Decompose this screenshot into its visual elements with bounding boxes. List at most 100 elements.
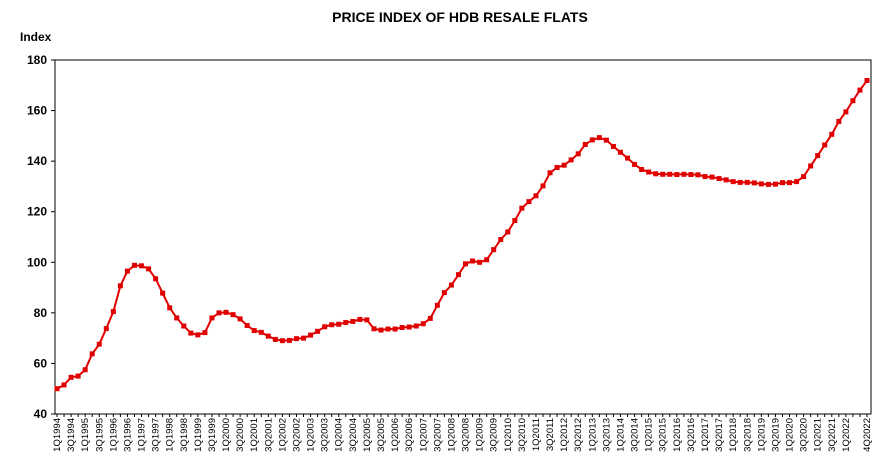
marker (329, 322, 335, 328)
marker (89, 351, 95, 357)
x-tick-label: 1Q1999 (193, 418, 204, 452)
x-tick-label: 3Q2011 (545, 418, 556, 451)
marker (617, 149, 623, 155)
x-tick-label: 1Q2005 (362, 418, 373, 452)
marker (695, 172, 701, 178)
x-tick-label: 1Q2013 (587, 418, 598, 452)
marker (251, 328, 257, 334)
x-tick-label: 3Q2008 (461, 418, 472, 452)
marker (772, 181, 778, 187)
y-axis-label: Index (20, 30, 52, 44)
marker (124, 268, 130, 274)
x-tick-label: 3Q2000 (235, 418, 246, 452)
marker (364, 317, 370, 323)
marker (258, 329, 264, 335)
x-tick-label: 3Q2020 (799, 418, 810, 452)
marker (110, 309, 116, 315)
marker (625, 155, 631, 161)
marker (744, 179, 750, 185)
x-tick-label: 1Q1996 (108, 418, 119, 452)
marker (498, 237, 504, 243)
marker (61, 382, 67, 388)
marker (202, 330, 208, 336)
marker (519, 205, 525, 211)
marker (103, 326, 109, 332)
chart-title: PRICE INDEX OF HDB RESALE FLATS (332, 9, 588, 25)
x-tick-label: 1Q2022 (841, 418, 852, 452)
marker (787, 180, 793, 186)
marker (392, 326, 398, 332)
marker (188, 330, 194, 336)
marker (491, 247, 497, 253)
marker (526, 199, 532, 205)
marker (709, 174, 715, 180)
x-tick-label: 1Q2009 (475, 418, 486, 452)
marker (533, 193, 539, 199)
x-tick-label: 3Q2002 (291, 418, 302, 452)
x-tick-label: 3Q2013 (601, 418, 612, 452)
marker (610, 143, 616, 149)
y-tick-label: 120 (27, 205, 47, 219)
marker (836, 118, 842, 124)
marker (702, 174, 708, 180)
marker (829, 131, 835, 137)
marker (568, 157, 574, 163)
x-tick-label: 1Q2006 (390, 418, 401, 452)
marker (371, 326, 377, 332)
marker (646, 169, 652, 175)
marker (667, 171, 673, 177)
marker (160, 290, 166, 296)
x-tick-label: 1Q1998 (165, 418, 176, 452)
marker (765, 181, 771, 187)
x-tick-label: 3Q2021 (827, 418, 838, 452)
marker (378, 327, 384, 333)
x-tick-label: 3Q2005 (376, 418, 387, 452)
x-tick-label: 1Q1994 (52, 418, 63, 452)
x-tick-label: 3Q1996 (122, 418, 133, 452)
marker (779, 180, 785, 186)
marker (653, 171, 659, 177)
x-tick-label: 3Q2007 (432, 418, 443, 452)
marker (540, 183, 546, 189)
marker (688, 172, 694, 178)
x-tick-label: 3Q2012 (573, 418, 584, 452)
marker (794, 179, 800, 185)
marker (399, 325, 405, 331)
marker (427, 315, 433, 321)
x-tick-label: 3Q2004 (348, 418, 359, 452)
marker (286, 337, 292, 343)
marker (195, 332, 201, 338)
marker (54, 386, 60, 392)
x-tick-label: 3Q1997 (151, 418, 162, 452)
x-tick-label: 1Q2003 (306, 418, 317, 452)
x-tick-label: 3Q2015 (658, 418, 669, 452)
marker (153, 276, 159, 282)
marker (237, 316, 243, 322)
marker (230, 312, 236, 318)
marker (385, 326, 391, 332)
marker (554, 164, 560, 170)
x-tick-label: 1Q2021 (813, 418, 824, 452)
marker (279, 338, 285, 344)
marker (293, 336, 299, 342)
marker (117, 283, 123, 289)
marker (596, 135, 602, 141)
x-tick-label: 3Q1999 (207, 418, 218, 452)
marker (336, 321, 342, 327)
x-tick-label: 3Q1998 (179, 418, 190, 452)
marker (730, 179, 736, 185)
marker (822, 142, 828, 148)
marker (470, 258, 476, 264)
marker (146, 266, 152, 272)
x-tick-label: 3Q2010 (517, 418, 528, 452)
marker (322, 324, 328, 330)
marker (244, 323, 250, 328)
marker (68, 374, 74, 380)
x-tick-label: 3Q2017 (714, 418, 725, 452)
x-tick-label: 1Q2010 (503, 418, 514, 452)
marker (864, 77, 870, 83)
marker (139, 263, 145, 269)
marker (801, 174, 807, 180)
y-tick-label: 60 (34, 356, 48, 370)
